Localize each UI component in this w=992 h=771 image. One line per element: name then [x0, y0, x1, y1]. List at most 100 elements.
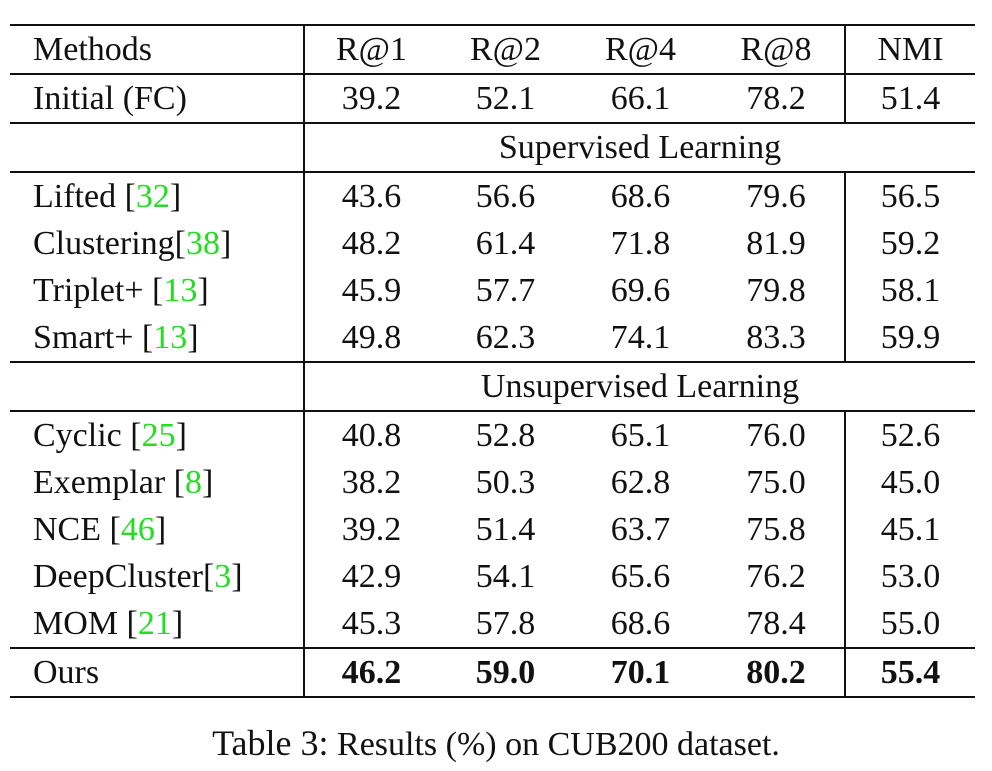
citation-link[interactable]: 38 — [186, 225, 220, 262]
column-header: R@1 — [303, 24, 438, 74]
bracket: [ — [141, 319, 154, 356]
value-cell: 65.1 — [573, 410, 708, 459]
bracket: [ — [109, 511, 121, 548]
value-cell: 61.4 — [475, 225, 536, 262]
table-row: Clustering[38] 48.2 61.4 71.8 81.9 59.2 — [10, 220, 975, 267]
value-cell: 56.6 — [438, 171, 573, 220]
table-row: Ours 46.2 59.0 70.1 80.2 55.4 — [10, 647, 975, 698]
method-cell: Clustering[38] — [10, 220, 304, 267]
citation-link[interactable]: 32 — [135, 178, 170, 215]
table-row: MOM [21] 45.3 57.8 68.6 78.4 55.0 — [10, 600, 975, 648]
citation-link[interactable]: 8 — [185, 464, 202, 501]
value-cell: 56.5 — [844, 171, 975, 220]
value-cell: 68.6 — [573, 171, 708, 220]
table-row: Cyclic [25] 40.8 52.8 65.1 76.0 52.6 — [10, 410, 975, 459]
value-cell: 58.1 — [844, 267, 975, 314]
value-cell: 40.8 — [303, 410, 438, 459]
bracket: ] — [154, 511, 167, 548]
value-cell: 62.3 — [475, 319, 536, 356]
method-name: Cyclic — [33, 417, 131, 454]
bracket: ] — [197, 272, 209, 309]
value-cell: 52.6 — [844, 410, 975, 459]
value-cell: 75.8 — [746, 511, 806, 548]
citation-link[interactable]: 46 — [120, 511, 155, 548]
bracket: ] — [169, 178, 182, 215]
bracket: [ — [174, 225, 186, 262]
value-cell: 52.1 — [438, 73, 573, 123]
value-cell: 54.1 — [475, 558, 536, 595]
value-cell: 71.8 — [610, 225, 671, 262]
value-cell: 78.2 — [708, 73, 845, 123]
value-cell: 80.2 — [708, 647, 845, 698]
bracket: [ — [173, 464, 185, 501]
column-header: R@8 — [708, 24, 845, 74]
value-cell: 83.3 — [746, 319, 806, 356]
column-header: R@2 — [438, 24, 573, 74]
table-row: NCE [46] 39.2 51.4 63.7 75.8 45.1 — [10, 506, 975, 553]
value-cell: 79.6 — [708, 171, 845, 220]
value-cell: 45.1 — [844, 506, 975, 553]
value-cell: 59.2 — [844, 220, 975, 267]
method-cell: Cyclic [25] — [10, 410, 304, 459]
bracket: [ — [124, 178, 136, 215]
header-row: Methods R@1 R@2 R@4 R@8 NMI — [10, 24, 975, 74]
method-cell: MOM [21] — [10, 600, 304, 648]
bracket: ] — [220, 225, 232, 262]
bracket: [ — [130, 417, 142, 454]
value-cell: 81.9 — [746, 225, 806, 262]
method-name: Exemplar — [33, 464, 174, 501]
method-name: Lifted — [33, 178, 125, 215]
value-cell: 74.1 — [610, 319, 671, 356]
value-cell: 48.2 — [303, 220, 438, 267]
method-cell: Lifted [32] — [10, 171, 304, 220]
method-name: DeepCluster — [33, 558, 203, 595]
bracket: ] — [202, 464, 214, 501]
method-name: MOM — [33, 605, 127, 642]
table-row: Initial (FC) 39.2 52.1 66.1 78.2 51.4 — [10, 73, 975, 123]
method-name: Clustering — [33, 225, 175, 262]
empty-cell — [10, 122, 304, 172]
value-cell: 68.6 — [610, 605, 671, 642]
value-cell: 78.4 — [746, 605, 806, 642]
column-header: R@4 — [573, 24, 708, 74]
section-header-row: Supervised Learning — [10, 122, 975, 172]
value-cell: 49.8 — [303, 314, 438, 362]
value-cell: 45.0 — [844, 459, 975, 506]
citation-link[interactable]: 3 — [214, 558, 232, 595]
method-cell: Ours — [10, 647, 304, 698]
value-cell: 62.8 — [610, 464, 671, 501]
bracket: [ — [202, 558, 215, 595]
method-name: Initial (FC) — [33, 80, 187, 117]
value-cell: 39.2 — [303, 506, 438, 553]
method-cell: Smart+ [13] — [10, 314, 304, 362]
citation-link[interactable]: 21 — [137, 605, 172, 642]
value-cell: 55.4 — [844, 647, 975, 698]
value-cell: 46.2 — [303, 647, 438, 698]
value-cell: 79.8 — [746, 272, 806, 309]
bracket: [ — [126, 605, 138, 642]
method-name: Smart+ — [33, 319, 142, 356]
value-cell: 69.6 — [610, 272, 671, 309]
method-cell: Triplet+ [13] — [10, 267, 304, 314]
section-header-row: Unsupervised Learning — [10, 361, 975, 411]
section-title: Unsupervised Learning — [303, 361, 975, 411]
method-cell: Exemplar [8] — [10, 459, 304, 506]
citation-link[interactable]: 25 — [141, 417, 176, 454]
bracket: ] — [171, 605, 184, 642]
value-cell: 59.0 — [438, 647, 573, 698]
citation-link[interactable]: 13 — [163, 272, 198, 309]
value-cell: 55.0 — [844, 600, 975, 648]
citation-link[interactable]: 13 — [153, 319, 188, 356]
method-name: Ours — [33, 654, 100, 691]
value-cell: 76.0 — [708, 410, 845, 459]
value-cell: 38.2 — [303, 459, 438, 506]
method-cell: DeepCluster[3] — [10, 553, 304, 600]
caption-label: Table 3: — [212, 723, 329, 763]
value-cell: 75.0 — [746, 464, 806, 501]
value-cell: 57.7 — [475, 272, 536, 309]
value-cell: 52.8 — [438, 410, 573, 459]
bracket: [ — [152, 272, 164, 309]
bracket: ] — [187, 319, 199, 356]
table-row: Smart+ [13] 49.8 62.3 74.1 83.3 59.9 — [10, 314, 975, 362]
value-cell: 63.7 — [610, 511, 671, 548]
